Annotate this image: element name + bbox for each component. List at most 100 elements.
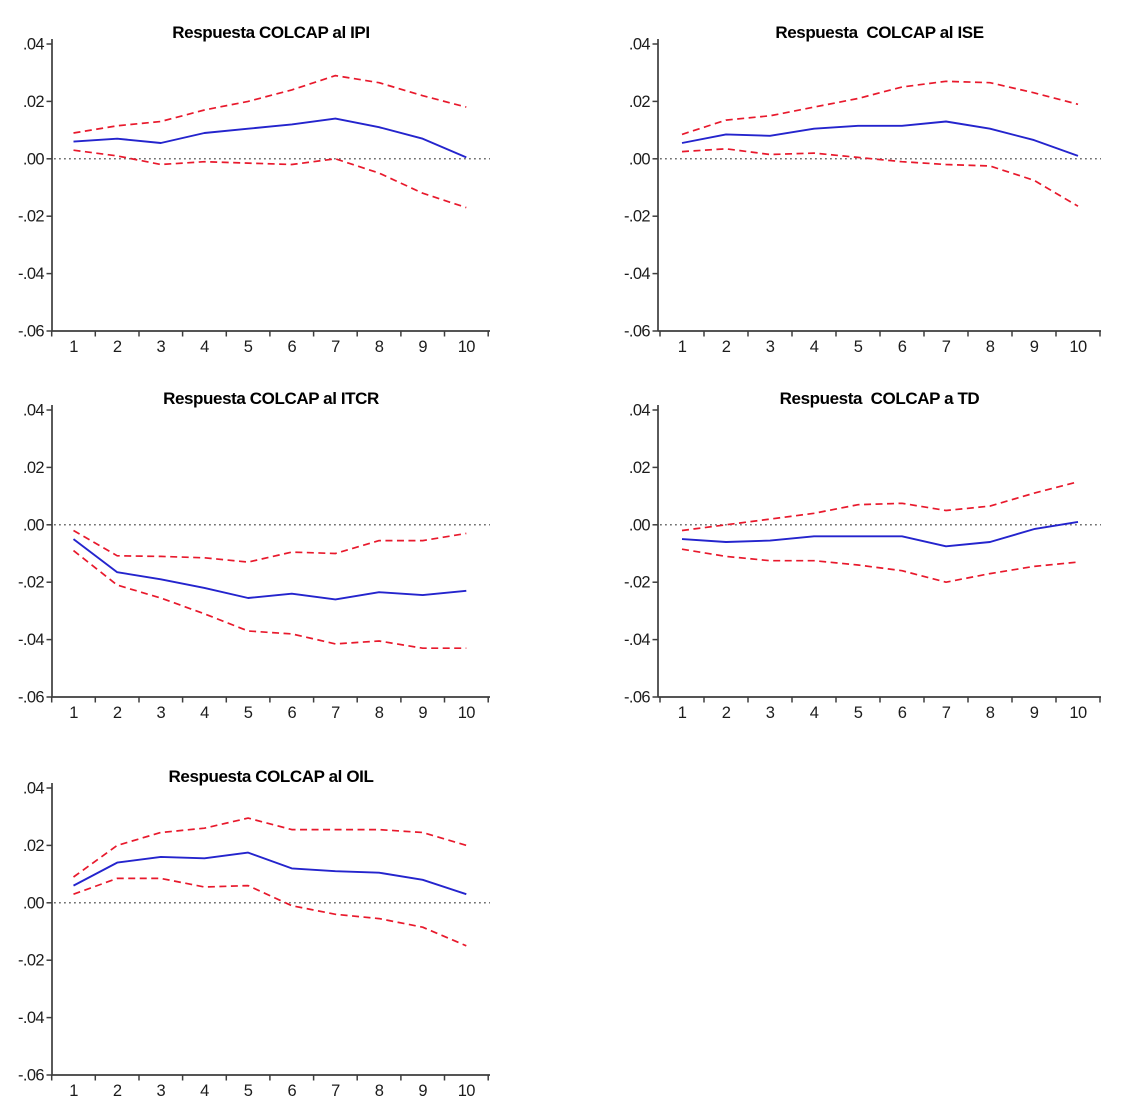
x-tick-label: 1 xyxy=(69,704,78,722)
x-tick-label: 8 xyxy=(375,704,384,722)
x-tick-label: 4 xyxy=(810,704,819,722)
x-tick-label: 1 xyxy=(678,338,687,356)
y-tick-label: .04 xyxy=(629,36,651,54)
chart-title-itcr: Respuesta COLCAP al ITCR xyxy=(163,389,379,408)
x-tick-label: 6 xyxy=(288,704,297,722)
chart-respuesta-colcap-oil: Respuesta COLCAP al OIL .04 .02 .00 -.02 -.0… xyxy=(0,744,564,1116)
y-tick-label: .04 xyxy=(23,402,45,420)
lower-band-line xyxy=(681,147,1079,207)
response-line xyxy=(73,117,467,159)
x-tick-label: 2 xyxy=(113,704,122,722)
y-tick-label: -.06 xyxy=(624,689,650,707)
x-tick-label: 3 xyxy=(157,338,166,356)
x-tick-label: 3 xyxy=(157,704,166,722)
upper-band-line xyxy=(73,817,467,878)
x-tick-label: 4 xyxy=(810,338,819,356)
x-tick-label: 4 xyxy=(200,338,209,356)
x-tick-label: 4 xyxy=(200,704,209,722)
x-tick-label: 10 xyxy=(458,338,476,356)
y-tick-label: -.06 xyxy=(18,1067,44,1085)
y-tick-label: .00 xyxy=(629,516,651,534)
y-tick-label: .02 xyxy=(629,459,651,477)
upper-band-line xyxy=(73,74,467,134)
response-line xyxy=(73,851,467,896)
y-tick-label: .00 xyxy=(23,894,45,912)
x-tick-label: 8 xyxy=(986,338,995,356)
x-tick-label: 7 xyxy=(942,338,951,356)
y-tick-label: -.04 xyxy=(624,631,650,649)
x-tick-label: 4 xyxy=(200,1082,209,1100)
x-tick-label: 8 xyxy=(986,704,995,722)
x-tick-label: 6 xyxy=(288,1082,297,1100)
x-tick-label: 1 xyxy=(69,1082,78,1100)
x-tick-label: 2 xyxy=(113,1082,122,1100)
x-tick-label: 2 xyxy=(722,338,731,356)
chart-title-td: Respuesta COLCAP a TD xyxy=(779,389,980,408)
x-tick-label: 7 xyxy=(331,704,340,722)
y-tick-label: -.04 xyxy=(18,1009,44,1027)
chart-canvas-td: .04 .02 .00 -.02 -.04 -.06 1 2 3 4 5 6 7 8 9 10 xyxy=(624,402,1101,722)
x-tick-label: 2 xyxy=(113,338,122,356)
x-tick-label: 8 xyxy=(375,1082,384,1100)
chart-canvas-ipi: .04 .02 .00 -.02 -.04 -.06 1 2 3 4 5 6 7 8 9 10 xyxy=(18,36,490,356)
x-tick-label: 7 xyxy=(942,704,951,722)
x-tick-label: 9 xyxy=(1030,704,1039,722)
chart-canvas-oil: .04 .02 .00 -.02 -.04 -.06 1 2 3 4 5 6 7 8 9 10 xyxy=(18,780,490,1100)
x-tick-label: 3 xyxy=(766,338,775,356)
chart-respuesta-colcap-ipi: Respuesta COLCAP al IPI .04 .02 .00 -.02 -.0… xyxy=(0,0,564,372)
x-tick-label: 8 xyxy=(375,338,384,356)
chart-respuesta-colcap-itcr: Respuesta COLCAP al ITCR .04 .02 .00 -.02 -.… xyxy=(0,366,564,738)
y-tick-label: -.02 xyxy=(624,208,650,226)
x-tick-label: 5 xyxy=(244,704,253,722)
chart-respuesta-colcap-td: Respuesta COLCAP a TD .04 .02 .00 -.02 -.04 -… xyxy=(564,366,1128,738)
upper-band-line xyxy=(73,529,467,563)
x-tick-label: 2 xyxy=(722,704,731,722)
lower-band-line xyxy=(681,548,1079,584)
x-tick-label: 9 xyxy=(1030,338,1039,356)
y-tick-label: -.02 xyxy=(18,208,44,226)
y-tick-label: .04 xyxy=(23,780,45,798)
response-line xyxy=(681,520,1079,548)
chart-title-ipi: Respuesta COLCAP al IPI xyxy=(172,23,370,42)
x-tick-label: 3 xyxy=(157,1082,166,1100)
x-tick-label: 9 xyxy=(418,338,427,356)
y-tick-label: -.04 xyxy=(18,631,44,649)
y-tick-label: .02 xyxy=(23,93,45,111)
x-tick-label: 9 xyxy=(418,704,427,722)
chart-canvas-ise: .04 .02 .00 -.02 -.04 -.06 1 2 3 4 5 6 7 8 9 10 xyxy=(624,36,1101,356)
x-tick-label: 6 xyxy=(898,338,907,356)
x-tick-label: 10 xyxy=(458,1082,476,1100)
x-tick-label: 1 xyxy=(678,704,687,722)
x-tick-label: 3 xyxy=(766,704,775,722)
response-line xyxy=(681,120,1079,157)
x-tick-label: 9 xyxy=(418,1082,427,1100)
x-tick-label: 5 xyxy=(854,704,863,722)
chart-canvas-itcr: .04 .02 .00 -.02 -.04 -.06 1 2 3 4 5 6 7 8 9 10 xyxy=(18,402,490,722)
y-tick-label: -.02 xyxy=(18,952,44,970)
y-tick-label: .02 xyxy=(23,459,45,477)
upper-band-line xyxy=(681,80,1079,136)
x-tick-label: 6 xyxy=(288,338,297,356)
x-tick-label: 6 xyxy=(898,704,907,722)
lower-band-line xyxy=(72,549,467,650)
y-tick-label: .02 xyxy=(23,837,45,855)
y-tick-label: -.06 xyxy=(18,323,44,341)
x-tick-label: 10 xyxy=(458,704,476,722)
y-tick-label: .00 xyxy=(23,516,45,534)
upper-band-line xyxy=(681,480,1079,532)
y-tick-label: -.06 xyxy=(624,323,650,341)
lower-band-line xyxy=(73,149,467,209)
x-tick-label: 10 xyxy=(1069,704,1087,722)
x-tick-label: 7 xyxy=(331,1082,340,1100)
x-tick-label: 7 xyxy=(331,338,340,356)
chart-title-ise: Respuesta COLCAP al ISE xyxy=(775,23,984,42)
x-tick-label: 5 xyxy=(854,338,863,356)
y-tick-label: -.04 xyxy=(624,265,650,283)
y-tick-label: -.02 xyxy=(18,574,44,592)
chart-respuesta-colcap-ise: Respuesta COLCAP al ISE .04 .02 .00 -.02 -.0… xyxy=(564,0,1128,372)
y-tick-label: -.04 xyxy=(18,265,44,283)
lower-band-line xyxy=(73,877,467,947)
y-tick-label: .04 xyxy=(23,36,45,54)
chart-title-oil: Respuesta COLCAP al OIL xyxy=(168,767,374,786)
